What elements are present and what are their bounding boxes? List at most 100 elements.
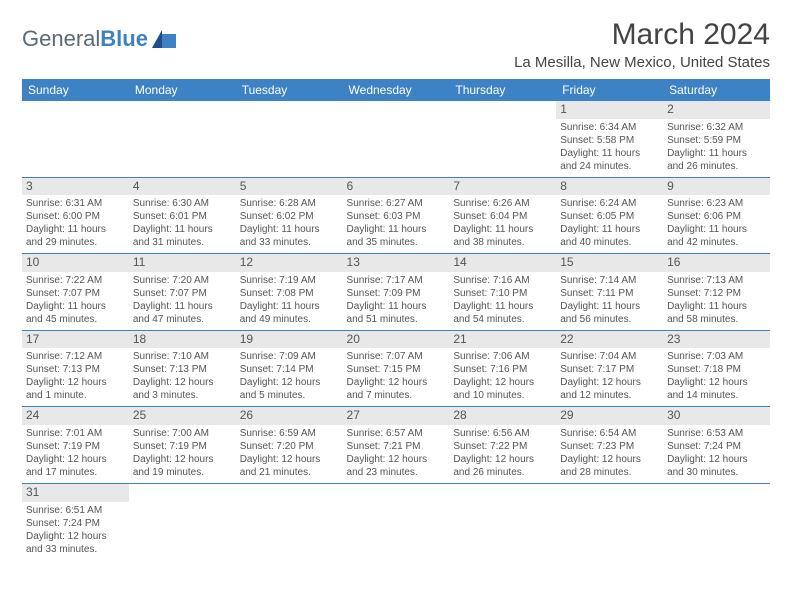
sunset-text: Sunset: 7:12 PM bbox=[667, 287, 766, 300]
day-header: Saturday bbox=[663, 79, 770, 101]
sunrise-text: Sunrise: 7:07 AM bbox=[347, 350, 446, 363]
day-number: 6 bbox=[343, 178, 450, 196]
day-cell: 14Sunrise: 7:16 AMSunset: 7:10 PMDayligh… bbox=[449, 254, 556, 331]
sunset-text: Sunset: 7:10 PM bbox=[453, 287, 552, 300]
daylight-text: and 49 minutes. bbox=[240, 313, 339, 326]
sunrise-text: Sunrise: 6:56 AM bbox=[453, 427, 552, 440]
daylight-text: Daylight: 11 hours bbox=[26, 223, 125, 236]
title-block: March 2024 La Mesilla, New Mexico, Unite… bbox=[514, 18, 770, 71]
daylight-text: and 47 minutes. bbox=[133, 313, 232, 326]
daylight-text: Daylight: 11 hours bbox=[133, 223, 232, 236]
sunrise-text: Sunrise: 6:54 AM bbox=[560, 427, 659, 440]
sunset-text: Sunset: 6:03 PM bbox=[347, 210, 446, 223]
daylight-text: Daylight: 11 hours bbox=[347, 223, 446, 236]
sunset-text: Sunset: 7:19 PM bbox=[133, 440, 232, 453]
day-number: 31 bbox=[22, 484, 129, 502]
sunset-text: Sunset: 7:16 PM bbox=[453, 363, 552, 376]
logo: GeneralBlue bbox=[22, 26, 178, 52]
empty-cell bbox=[129, 483, 236, 559]
sunrise-text: Sunrise: 7:19 AM bbox=[240, 274, 339, 287]
sunrise-text: Sunrise: 6:27 AM bbox=[347, 197, 446, 210]
daylight-text: and 29 minutes. bbox=[26, 236, 125, 249]
day-number: 21 bbox=[449, 331, 556, 349]
day-number: 30 bbox=[663, 407, 770, 425]
day-cell: 23Sunrise: 7:03 AMSunset: 7:18 PMDayligh… bbox=[663, 330, 770, 407]
sunset-text: Sunset: 7:21 PM bbox=[347, 440, 446, 453]
calendar-row: 3Sunrise: 6:31 AMSunset: 6:00 PMDaylight… bbox=[22, 177, 770, 254]
day-number: 3 bbox=[22, 178, 129, 196]
sunrise-text: Sunrise: 7:22 AM bbox=[26, 274, 125, 287]
day-cell: 11Sunrise: 7:20 AMSunset: 7:07 PMDayligh… bbox=[129, 254, 236, 331]
daylight-text: and 14 minutes. bbox=[667, 389, 766, 402]
daylight-text: Daylight: 11 hours bbox=[133, 300, 232, 313]
day-cell: 1Sunrise: 6:34 AMSunset: 5:58 PMDaylight… bbox=[556, 101, 663, 177]
day-cell: 18Sunrise: 7:10 AMSunset: 7:13 PMDayligh… bbox=[129, 330, 236, 407]
sunset-text: Sunset: 5:59 PM bbox=[667, 134, 766, 147]
sunrise-text: Sunrise: 7:03 AM bbox=[667, 350, 766, 363]
daylight-text: Daylight: 12 hours bbox=[453, 376, 552, 389]
day-cell: 10Sunrise: 7:22 AMSunset: 7:07 PMDayligh… bbox=[22, 254, 129, 331]
sunset-text: Sunset: 7:23 PM bbox=[560, 440, 659, 453]
daylight-text: Daylight: 11 hours bbox=[560, 300, 659, 313]
day-cell: 26Sunrise: 6:59 AMSunset: 7:20 PMDayligh… bbox=[236, 407, 343, 484]
daylight-text: and 24 minutes. bbox=[560, 160, 659, 173]
sunrise-text: Sunrise: 6:30 AM bbox=[133, 197, 232, 210]
daylight-text: Daylight: 11 hours bbox=[667, 147, 766, 160]
daylight-text: Daylight: 11 hours bbox=[26, 300, 125, 313]
day-cell: 2Sunrise: 6:32 AMSunset: 5:59 PMDaylight… bbox=[663, 101, 770, 177]
sunrise-text: Sunrise: 7:17 AM bbox=[347, 274, 446, 287]
day-number: 12 bbox=[236, 254, 343, 272]
calendar-body: 1Sunrise: 6:34 AMSunset: 5:58 PMDaylight… bbox=[22, 101, 770, 560]
sunrise-text: Sunrise: 7:00 AM bbox=[133, 427, 232, 440]
daylight-text: and 19 minutes. bbox=[133, 466, 232, 479]
daylight-text: and 26 minutes. bbox=[453, 466, 552, 479]
day-number: 14 bbox=[449, 254, 556, 272]
day-cell: 9Sunrise: 6:23 AMSunset: 6:06 PMDaylight… bbox=[663, 177, 770, 254]
daylight-text: Daylight: 12 hours bbox=[667, 453, 766, 466]
sunset-text: Sunset: 7:14 PM bbox=[240, 363, 339, 376]
day-cell: 8Sunrise: 6:24 AMSunset: 6:05 PMDaylight… bbox=[556, 177, 663, 254]
sunset-text: Sunset: 7:18 PM bbox=[667, 363, 766, 376]
daylight-text: Daylight: 12 hours bbox=[133, 376, 232, 389]
day-cell: 7Sunrise: 6:26 AMSunset: 6:04 PMDaylight… bbox=[449, 177, 556, 254]
logo-text-gray: General bbox=[22, 26, 100, 52]
calendar-row: 24Sunrise: 7:01 AMSunset: 7:19 PMDayligh… bbox=[22, 407, 770, 484]
day-cell: 5Sunrise: 6:28 AMSunset: 6:02 PMDaylight… bbox=[236, 177, 343, 254]
daylight-text: Daylight: 12 hours bbox=[560, 453, 659, 466]
day-number: 23 bbox=[663, 331, 770, 349]
empty-cell bbox=[343, 101, 450, 177]
day-number: 28 bbox=[449, 407, 556, 425]
day-header: Monday bbox=[129, 79, 236, 101]
day-number: 5 bbox=[236, 178, 343, 196]
day-number: 25 bbox=[129, 407, 236, 425]
daylight-text: and 42 minutes. bbox=[667, 236, 766, 249]
daylight-text: Daylight: 12 hours bbox=[453, 453, 552, 466]
daylight-text: and 26 minutes. bbox=[667, 160, 766, 173]
day-cell: 28Sunrise: 6:56 AMSunset: 7:22 PMDayligh… bbox=[449, 407, 556, 484]
day-cell: 20Sunrise: 7:07 AMSunset: 7:15 PMDayligh… bbox=[343, 330, 450, 407]
calendar-header-row: SundayMondayTuesdayWednesdayThursdayFrid… bbox=[22, 79, 770, 101]
sunset-text: Sunset: 7:07 PM bbox=[133, 287, 232, 300]
daylight-text: Daylight: 11 hours bbox=[667, 300, 766, 313]
daylight-text: Daylight: 11 hours bbox=[667, 223, 766, 236]
daylight-text: and 35 minutes. bbox=[347, 236, 446, 249]
sunrise-text: Sunrise: 6:53 AM bbox=[667, 427, 766, 440]
sunrise-text: Sunrise: 7:10 AM bbox=[133, 350, 232, 363]
daylight-text: and 58 minutes. bbox=[667, 313, 766, 326]
sunset-text: Sunset: 7:24 PM bbox=[667, 440, 766, 453]
sunrise-text: Sunrise: 6:23 AM bbox=[667, 197, 766, 210]
daylight-text: and 40 minutes. bbox=[560, 236, 659, 249]
day-number: 1 bbox=[556, 101, 663, 119]
day-header: Sunday bbox=[22, 79, 129, 101]
day-cell: 15Sunrise: 7:14 AMSunset: 7:11 PMDayligh… bbox=[556, 254, 663, 331]
daylight-text: and 33 minutes. bbox=[240, 236, 339, 249]
sunrise-text: Sunrise: 6:59 AM bbox=[240, 427, 339, 440]
day-number: 13 bbox=[343, 254, 450, 272]
daylight-text: Daylight: 12 hours bbox=[26, 530, 125, 543]
day-cell: 22Sunrise: 7:04 AMSunset: 7:17 PMDayligh… bbox=[556, 330, 663, 407]
daylight-text: and 31 minutes. bbox=[133, 236, 232, 249]
sunset-text: Sunset: 7:09 PM bbox=[347, 287, 446, 300]
sunrise-text: Sunrise: 7:04 AM bbox=[560, 350, 659, 363]
day-cell: 13Sunrise: 7:17 AMSunset: 7:09 PMDayligh… bbox=[343, 254, 450, 331]
day-number: 10 bbox=[22, 254, 129, 272]
